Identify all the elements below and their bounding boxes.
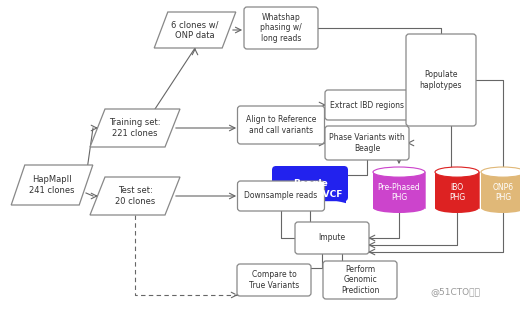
Text: Impute: Impute [318, 234, 346, 243]
Text: @51CTO博客: @51CTO博客 [430, 287, 480, 297]
Text: Test set:
20 clones: Test set: 20 clones [115, 186, 155, 206]
FancyBboxPatch shape [272, 166, 348, 201]
Text: Training set:
221 clones: Training set: 221 clones [109, 118, 161, 138]
Text: Whatshap
phasing w/
long reads: Whatshap phasing w/ long reads [260, 13, 302, 43]
FancyBboxPatch shape [325, 126, 409, 160]
Text: Align to Reference
and call variants: Align to Reference and call variants [246, 115, 316, 135]
Text: Pre-Phased
PHG: Pre-Phased PHG [378, 183, 420, 202]
Text: Perform
Genomic
Prediction: Perform Genomic Prediction [341, 265, 379, 295]
FancyBboxPatch shape [238, 106, 324, 144]
Text: HapMapII
241 clones: HapMapII 241 clones [29, 175, 75, 195]
Text: Beagle
Training VCF: Beagle Training VCF [278, 179, 342, 199]
Ellipse shape [373, 203, 425, 213]
Ellipse shape [481, 167, 520, 177]
Ellipse shape [481, 167, 520, 177]
Bar [435, 172, 479, 208]
Polygon shape [90, 177, 180, 215]
Polygon shape [11, 165, 93, 205]
Polygon shape [274, 168, 346, 206]
FancyBboxPatch shape [238, 181, 324, 211]
Ellipse shape [373, 167, 425, 177]
Text: Populate
haplotypes: Populate haplotypes [420, 70, 462, 90]
Text: 6 clones w/
ONP data: 6 clones w/ ONP data [171, 20, 219, 40]
Ellipse shape [435, 167, 479, 177]
Ellipse shape [481, 203, 520, 213]
Text: Extract IBD regions: Extract IBD regions [330, 100, 404, 109]
Text: ONP6
PHG: ONP6 PHG [492, 183, 514, 202]
FancyBboxPatch shape [406, 34, 476, 126]
FancyBboxPatch shape [244, 7, 318, 49]
FancyBboxPatch shape [237, 264, 311, 296]
Ellipse shape [373, 167, 425, 177]
Text: Compare to
True Variants: Compare to True Variants [249, 270, 299, 290]
Text: IBO
PHG: IBO PHG [449, 183, 465, 202]
Ellipse shape [435, 167, 479, 177]
FancyBboxPatch shape [323, 261, 397, 299]
Text: Phase Variants with
Beagle: Phase Variants with Beagle [329, 133, 405, 153]
FancyBboxPatch shape [295, 222, 369, 254]
FancyBboxPatch shape [325, 90, 409, 120]
Ellipse shape [435, 203, 479, 213]
Polygon shape [90, 109, 180, 147]
Bar [481, 172, 520, 208]
Bar [373, 172, 425, 208]
Polygon shape [154, 12, 236, 48]
Text: Downsample reads: Downsample reads [244, 192, 318, 201]
